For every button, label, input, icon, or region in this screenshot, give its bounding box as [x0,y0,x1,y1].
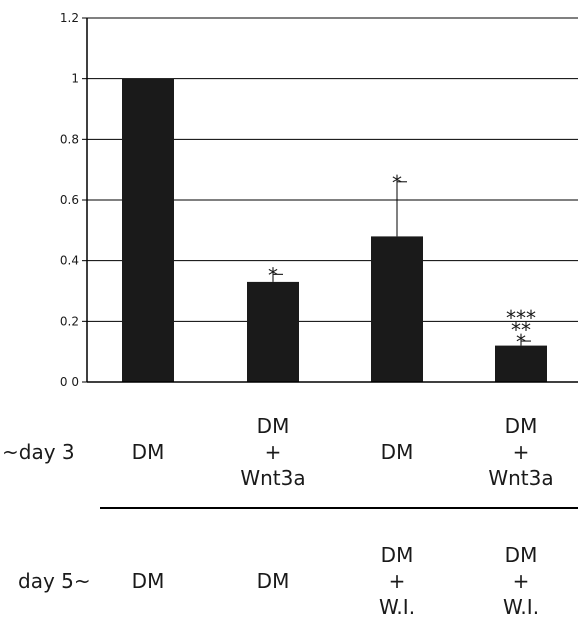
y-tick-label: 0.4 [60,254,79,268]
condition-cell-text: + [512,569,530,593]
significance-markers: ******** [268,171,536,354]
bar-chart: 0 00.20.40.60.811.2 ******** [60,11,578,389]
bar [495,345,547,382]
condition-cell-text: + [512,440,530,464]
row-label-day3: ~day 3 [2,440,75,464]
bar [371,236,423,382]
condition-cell-text: + [388,569,406,593]
bar [122,78,174,383]
condition-cell-text: W.I. [378,595,416,619]
significance-asterisk: ** [511,318,531,342]
condition-cell-text: DM [131,440,165,464]
y-tick-label: 1 [71,72,79,86]
y-tick-labels: 0 0 0.2 0.4 0.6 0.8 1 1.2 [60,11,79,389]
condition-cell-text: DM [504,543,538,567]
row-separator-line [100,507,578,509]
y-tick-label: 0 0 [60,375,79,389]
condition-cell-text: DM [256,414,290,438]
bars [122,78,547,383]
condition-cell-text: DM [131,569,165,593]
y-tick-label: 1.2 [60,11,79,25]
significance-asterisk: * [268,263,278,287]
significance-asterisk: * [392,171,402,195]
condition-cell-text: DM [380,543,414,567]
condition-cell-text: Wnt3a [240,466,306,490]
row-label-day5: day 5~ [18,569,91,593]
y-tick-label: 0.6 [60,193,79,207]
bar [247,281,299,382]
significance-asterisk: *** [506,306,536,330]
y-tick-label: 0.8 [60,132,79,146]
condition-cell-text: DM [380,440,414,464]
error-bars [272,181,531,346]
y-tick-label: 0.2 [60,314,79,328]
condition-cell-text: DM [256,569,290,593]
condition-cell-text: Wnt3a [488,466,554,490]
condition-cell-text: + [264,440,282,464]
condition-cell-text: DM [504,414,538,438]
significance-asterisk: * [516,330,526,354]
condition-cell-text: W.I. [502,595,540,619]
